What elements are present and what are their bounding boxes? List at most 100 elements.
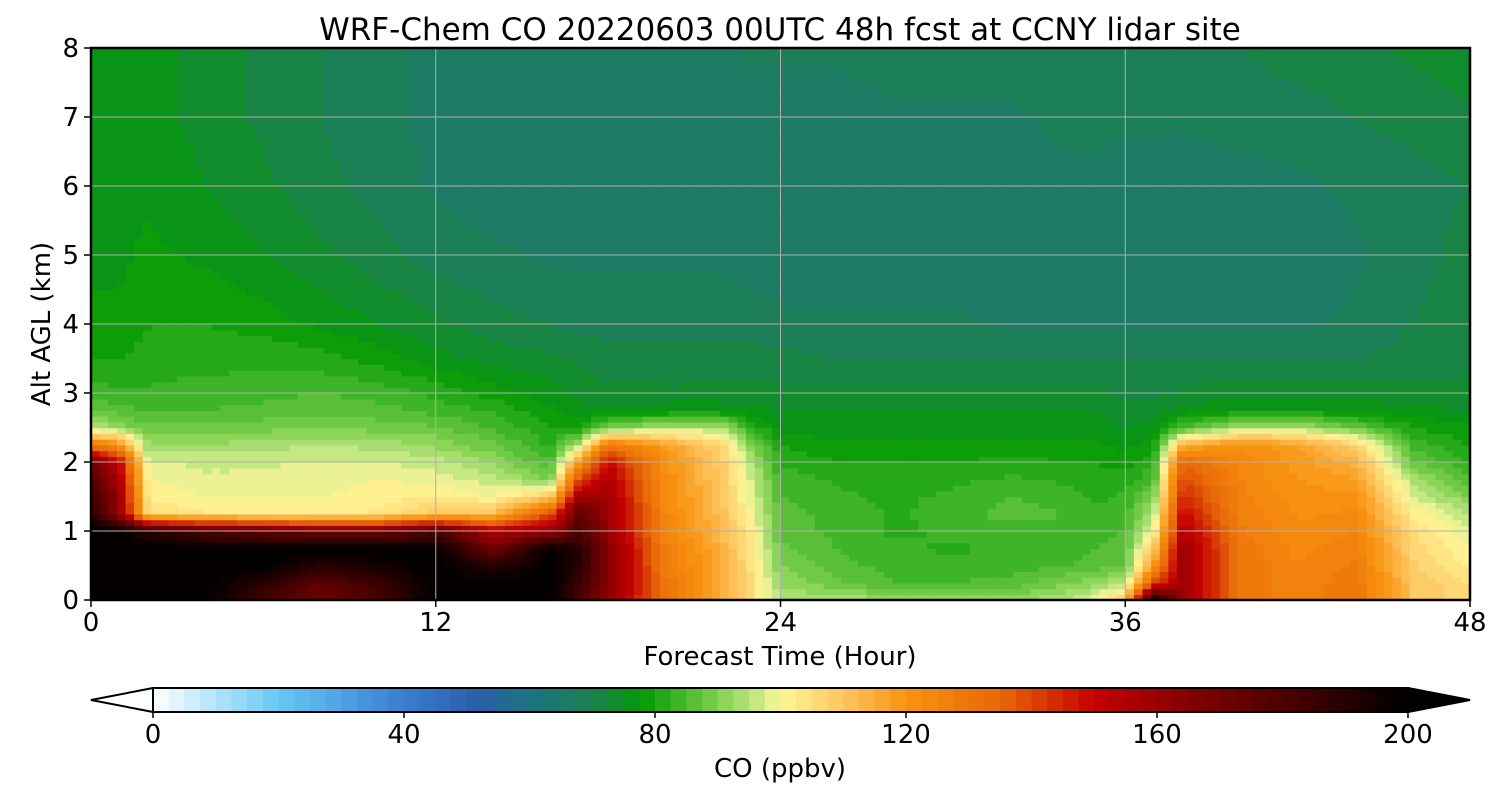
field-cell (297, 559, 308, 567)
field-cell (332, 594, 342, 601)
field-cell (866, 462, 877, 469)
field-cell (1392, 421, 1402, 429)
field-cell (289, 479, 299, 486)
field-cell (780, 548, 790, 555)
field-cell (478, 513, 489, 521)
field-cell (392, 490, 402, 498)
field-cell (599, 571, 609, 578)
field-cell (952, 444, 963, 452)
field-cell (573, 548, 583, 555)
field-cell (1401, 554, 1411, 561)
field-cell (530, 456, 540, 463)
field-cell (918, 559, 928, 567)
field-cell (470, 565, 480, 572)
field-cell (987, 444, 997, 452)
field-cell (185, 559, 196, 567)
field-cell (616, 439, 627, 446)
field-cell (461, 456, 471, 463)
field-cell (1254, 536, 1264, 544)
field-cell (797, 479, 808, 486)
field-cell (1194, 473, 1204, 480)
field-cell (573, 531, 583, 538)
field-cell (1090, 421, 1101, 429)
field-cell (1332, 519, 1342, 526)
field-cell (513, 450, 523, 457)
field-cell (944, 490, 954, 498)
field-cell (1030, 508, 1040, 515)
field-cell (487, 554, 497, 561)
field-cell (616, 565, 627, 572)
field-cell (840, 485, 851, 492)
field-cell (642, 421, 652, 429)
field-cell (771, 548, 782, 555)
field-cell (1168, 536, 1178, 544)
field-cell (159, 416, 170, 423)
field-cell (1202, 559, 1213, 567)
field-cell (909, 508, 920, 515)
field-cell (806, 467, 816, 475)
field-cell (1314, 577, 1325, 584)
field-cell (530, 473, 540, 480)
field-cell (1332, 462, 1342, 469)
field-cell (1082, 588, 1092, 595)
field-cell (1314, 548, 1325, 555)
field-cell (1254, 473, 1264, 480)
field-cell (737, 531, 747, 538)
field-cell (159, 485, 170, 492)
field-cell (315, 536, 325, 544)
field-cell (901, 479, 911, 486)
field-cell (1237, 433, 1247, 440)
field-cell (159, 439, 170, 446)
field-cell (737, 594, 747, 601)
field-cell (452, 519, 463, 526)
field-cell (616, 519, 627, 526)
field-cell (789, 485, 799, 492)
field-cell (1392, 502, 1402, 509)
field-cell (1159, 531, 1170, 538)
field-cell (142, 502, 153, 509)
field-cell (435, 502, 446, 509)
field-cell (1418, 485, 1428, 492)
field-cell (599, 439, 609, 446)
field-cell (832, 473, 842, 480)
field-cell (1133, 508, 1144, 515)
field-cell (108, 531, 118, 538)
field-cell (1202, 479, 1213, 486)
field-cell (340, 502, 351, 509)
field-cell (1280, 485, 1290, 492)
field-cell (1194, 433, 1204, 440)
field-cell (1082, 433, 1092, 440)
field-cell (478, 485, 489, 492)
field-cell (1271, 531, 1282, 538)
field-cell (677, 496, 687, 503)
field-cell (849, 559, 859, 567)
field-cell (616, 571, 627, 578)
field-cell (814, 421, 825, 429)
field-cell (780, 467, 790, 475)
field-cell (1297, 571, 1307, 578)
field-cell (108, 450, 118, 457)
field-cell (91, 416, 101, 423)
field-cell (427, 594, 437, 601)
field-cell (1220, 456, 1230, 463)
field-cell (177, 462, 187, 469)
field-cell (220, 508, 230, 515)
field-cell (771, 582, 782, 590)
field-cell (823, 444, 833, 452)
field-cell (1366, 588, 1376, 595)
field-cell (858, 594, 868, 601)
field-cell (1159, 565, 1170, 572)
field-cell (858, 588, 868, 595)
field-cell (1237, 462, 1247, 469)
field-cell (263, 485, 273, 492)
field-cell (1082, 496, 1092, 503)
field-cell (1418, 577, 1428, 584)
field-cell (668, 565, 678, 572)
field-cell (289, 519, 299, 526)
field-cell (651, 467, 661, 475)
field-cell (763, 473, 773, 480)
field-cell (814, 594, 825, 601)
field-cell (952, 531, 963, 538)
field-cell (487, 490, 497, 498)
field-cell (659, 542, 670, 549)
